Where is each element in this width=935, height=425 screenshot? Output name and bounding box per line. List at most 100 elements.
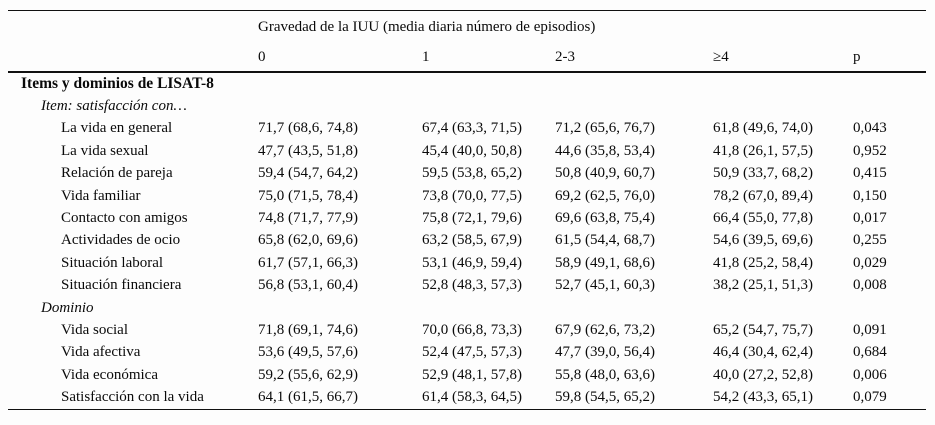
- value-cell: 61,7 (57,1, 66,3): [258, 254, 358, 271]
- value-cell: 74,8 (71,7, 77,9): [258, 210, 358, 227]
- row-label: Situación financiera: [61, 277, 182, 294]
- value-cell: 52,8 (48,3, 57,3): [422, 277, 522, 294]
- header-spacer: [8, 11, 258, 44]
- p-value-cell: [853, 95, 926, 117]
- value-cell: 58,9 (49,1, 68,6): [555, 254, 655, 271]
- row-label: Satisfacción con la vida: [61, 389, 204, 406]
- value-cell: 44,6 (35,8, 53,4): [555, 142, 655, 159]
- table-body: Items y dominios de LISAT-8 Item: satisfa…: [8, 72, 926, 409]
- spanning-header-row: Gravedad de la IUU (media diaria número …: [8, 11, 926, 44]
- row-label: La vida en general: [61, 120, 173, 137]
- value-cell: 61,5 (54,4, 68,7): [555, 232, 655, 249]
- p-value-cell: 0,029: [853, 254, 887, 271]
- value-cell: 53,1 (46,9, 59,4): [422, 254, 522, 271]
- value-cell: 71,2 (65,6, 76,7): [555, 120, 655, 137]
- table-row: Actividades de ocio 65,8 (62,0, 69,6) 63,2…: [8, 230, 926, 252]
- header-spacer: [8, 43, 258, 72]
- p-value-cell: 0,006: [853, 366, 887, 383]
- row-label: Dominio: [41, 299, 94, 316]
- table-row: Relación de pareja 59,4 (54,7, 64,2) 59,5 …: [8, 163, 926, 185]
- lisat8-results-table: Gravedad de la IUU (media diaria número …: [8, 10, 927, 410]
- row-label: Vida económica: [61, 366, 158, 383]
- column-header-0: 0: [258, 48, 266, 65]
- row-label: Vida afectiva: [61, 344, 141, 361]
- p-value-cell: 0,043: [853, 120, 887, 137]
- p-value-cell: 0,079: [853, 389, 887, 406]
- p-value-cell: [853, 72, 926, 95]
- row-label: Relación de pareja: [61, 165, 173, 182]
- p-value-cell: 0,952: [853, 142, 887, 159]
- value-cell: 71,7 (68,6, 74,8): [258, 120, 358, 137]
- value-cell: 54,6 (39,5, 69,6): [713, 232, 813, 249]
- value-cell: 61,8 (49,6, 74,0): [713, 120, 813, 137]
- value-cell: 66,4 (55,0, 77,8): [713, 210, 813, 227]
- table-row: Contacto con amigos 74,8 (71,7, 77,9) 75,8…: [8, 207, 926, 229]
- p-value-cell: 0,415: [853, 165, 887, 182]
- p-value-cell: 0,017: [853, 210, 887, 227]
- value-cell: 67,4 (63,3, 71,5): [422, 120, 522, 137]
- value-cell: 50,9 (33,7, 68,2): [713, 165, 813, 182]
- table-row: Situación financiera 56,8 (53,1, 60,4) 52,…: [8, 275, 926, 297]
- p-value-cell: 0,150: [853, 187, 887, 204]
- value-cell: 47,7 (43,5, 51,8): [258, 142, 358, 159]
- value-cell: 50,8 (40,9, 60,7): [555, 165, 655, 182]
- row-label: Actividades de ocio: [61, 232, 181, 249]
- p-value-cell: 0,008: [853, 277, 887, 294]
- table-row: La vida en general 71,7 (68,6, 74,8) 67,4 …: [8, 118, 926, 140]
- table-row: Situación laboral 61,7 (57,1, 66,3) 53,1 (…: [8, 252, 926, 274]
- value-cell: [713, 95, 853, 117]
- value-cell: 69,2 (62,5, 76,0): [555, 187, 655, 204]
- value-cell: 41,8 (26,1, 57,5): [713, 142, 813, 159]
- value-cell: 78,2 (67,0, 89,4): [713, 187, 813, 204]
- row-label: Items y dominios de LISAT-8: [21, 75, 214, 93]
- value-cell: 71,8 (69,1, 74,6): [258, 321, 358, 338]
- value-cell: [555, 95, 713, 117]
- value-cell: 69,6 (63,8, 75,4): [555, 210, 655, 227]
- value-cell: 59,4 (54,7, 64,2): [258, 165, 358, 182]
- value-cell: 63,2 (58,5, 67,9): [422, 232, 522, 249]
- value-cell: 55,8 (48,0, 63,6): [555, 366, 655, 383]
- value-cell: 54,2 (43,3, 65,1): [713, 389, 813, 406]
- paper-page: Gravedad de la IUU (media diaria número …: [8, 10, 927, 410]
- value-cell: 46,4 (30,4, 62,4): [713, 344, 813, 361]
- spanning-header: Gravedad de la IUU (media diaria número …: [258, 18, 596, 35]
- table-group-row: Item: satisfacción con…: [8, 95, 926, 117]
- row-label: Contacto con amigos: [61, 210, 188, 227]
- value-cell: [258, 95, 422, 117]
- value-cell: [422, 297, 555, 319]
- value-cell: 73,8 (70,0, 77,5): [422, 187, 522, 204]
- table-header: Gravedad de la IUU (media diaria número …: [8, 11, 927, 72]
- value-cell: 47,7 (39,0, 56,4): [555, 344, 655, 361]
- p-value-cell: [853, 297, 926, 319]
- column-header-1: 1: [422, 48, 430, 65]
- value-cell: 61,4 (58,3, 64,5): [422, 389, 522, 406]
- value-cell: 65,2 (54,7, 75,7): [713, 321, 813, 338]
- value-cell: 59,8 (54,5, 65,2): [555, 389, 655, 406]
- value-cell: 67,9 (62,6, 73,2): [555, 321, 655, 338]
- p-value-cell: 0,091: [853, 321, 887, 338]
- row-label: Vida familiar: [61, 187, 141, 204]
- table-row: La vida sexual 47,7 (43,5, 51,8) 45,4 (40,…: [8, 140, 926, 162]
- table-row: Satisfacción con la vida 64,1 (61,5, 66,7…: [8, 386, 926, 409]
- value-cell: 52,4 (47,5, 57,3): [422, 344, 522, 361]
- value-cell: [258, 297, 422, 319]
- value-cell: 41,8 (25,2, 58,4): [713, 254, 813, 271]
- value-cell: [555, 297, 713, 319]
- value-cell: [713, 72, 853, 95]
- column-header-row: 0 1 2-3 ≥4 p: [8, 43, 926, 72]
- value-cell: 59,2 (55,6, 62,9): [258, 366, 358, 383]
- value-cell: 53,6 (49,5, 57,6): [258, 344, 358, 361]
- value-cell: [555, 72, 713, 95]
- column-header-p: p: [853, 48, 861, 65]
- value-cell: 75,8 (72,1, 79,6): [422, 210, 522, 227]
- value-cell: 70,0 (66,8, 73,3): [422, 321, 522, 338]
- row-label: Situación laboral: [61, 254, 164, 271]
- value-cell: 40,0 (27,2, 52,8): [713, 366, 813, 383]
- table-row: Vida social 71,8 (69,1, 74,6) 70,0 (66,8, …: [8, 319, 926, 341]
- row-label: Item: satisfacción con…: [41, 98, 187, 115]
- row-label: La vida sexual: [61, 142, 149, 159]
- table-row: Vida económica 59,2 (55,6, 62,9) 52,9 (48,…: [8, 364, 926, 386]
- column-header-ge4: ≥4: [713, 48, 729, 65]
- value-cell: 64,1 (61,5, 66,7): [258, 389, 358, 406]
- p-value-cell: 0,684: [853, 344, 887, 361]
